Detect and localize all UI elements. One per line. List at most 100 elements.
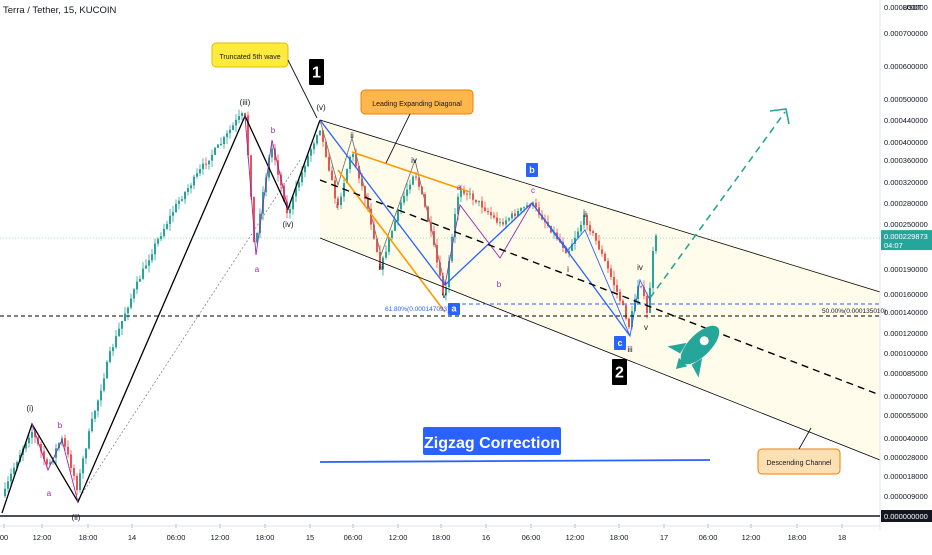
candle-body xyxy=(508,218,510,221)
wave-labels: (i)(ii)(iii)(iv)(v)ababiiiiiiivvabciiiii… xyxy=(26,42,841,522)
label-c-iv: iv xyxy=(637,263,643,272)
callout-channel-leader xyxy=(798,427,812,450)
candle-body xyxy=(271,148,273,158)
candle-body xyxy=(250,155,252,197)
projection-arrowhead xyxy=(769,108,790,125)
candle-body xyxy=(232,125,234,130)
zigzag-underline xyxy=(319,459,711,463)
callout-channel: Descending Channel xyxy=(767,460,832,467)
candle-body xyxy=(511,213,513,219)
candle-body xyxy=(352,153,354,157)
x-tick-label: 18 xyxy=(838,533,846,542)
callout-truncated-box xyxy=(211,42,289,68)
label-c-v: v xyxy=(644,323,648,332)
candle-body xyxy=(124,313,126,321)
label-c-box xyxy=(614,336,626,350)
candle-body xyxy=(400,202,402,210)
zigzag-title: Zigzag Correction xyxy=(424,435,560,452)
candle-body xyxy=(448,261,450,288)
y-tick-label: 0.000700000 xyxy=(884,29,928,38)
candle-body xyxy=(517,210,519,217)
candle-body xyxy=(505,220,507,225)
callout-diagonal-box xyxy=(360,89,474,115)
candle-body xyxy=(115,336,117,348)
candle-body xyxy=(247,115,249,156)
label-b: b xyxy=(529,165,535,175)
candle-body xyxy=(625,305,627,319)
label-diag-b: b xyxy=(497,280,502,289)
label-b-sub2: b xyxy=(271,126,276,135)
candle-body xyxy=(655,235,657,252)
candle-body xyxy=(523,207,525,209)
candle-body xyxy=(97,400,99,411)
candle-body xyxy=(418,177,420,187)
candle-body xyxy=(406,189,408,196)
x-tick-label: 18:00 xyxy=(610,533,629,542)
b-sub xyxy=(444,202,533,286)
label-1-box xyxy=(309,59,324,85)
label-v: (v) xyxy=(316,103,326,112)
candle-body xyxy=(304,166,306,173)
y-tick-label: 0.000600000 xyxy=(884,62,928,71)
label-sub-iv: iv xyxy=(411,156,417,165)
countdown-label: 04:07 xyxy=(884,241,903,250)
candle-body xyxy=(526,205,528,208)
candle-body xyxy=(364,186,366,199)
candle-body xyxy=(628,318,630,328)
candle-body xyxy=(610,268,612,277)
callout-truncated-leader xyxy=(287,59,318,119)
candle-body xyxy=(520,207,522,211)
candle-body xyxy=(10,473,12,482)
candle-body xyxy=(331,170,333,181)
candle-body xyxy=(319,130,321,136)
y-tick-label: 0.000009000 xyxy=(884,492,928,501)
candle-body xyxy=(49,462,51,465)
candle-body xyxy=(172,212,174,216)
y-tick-label: 0.000120000 xyxy=(884,329,928,338)
candle-body xyxy=(208,160,210,165)
candle-body xyxy=(7,481,9,489)
candle-body xyxy=(577,231,579,238)
currency-label: USDT xyxy=(903,5,923,12)
candle-body xyxy=(349,156,351,170)
candle-body xyxy=(214,147,216,155)
candle-body xyxy=(607,261,609,269)
candle-body xyxy=(298,182,300,188)
candle-body xyxy=(211,154,213,161)
candle-body xyxy=(229,129,231,134)
x-tick-label: 18:00 xyxy=(256,533,275,542)
candle-body xyxy=(292,196,294,210)
candle-body xyxy=(490,212,492,216)
candle-body xyxy=(34,431,36,438)
candle-body xyxy=(166,223,168,229)
x-tick-label: 18:00 xyxy=(432,533,451,542)
candle-body xyxy=(493,215,495,218)
label-a-sub: a xyxy=(47,489,52,498)
candle-body xyxy=(322,130,324,142)
candle-body xyxy=(79,473,81,491)
candle-body xyxy=(106,361,108,379)
candle-body xyxy=(256,232,258,243)
x-tick-label: 12:00 xyxy=(742,533,761,542)
candle-body xyxy=(496,217,498,223)
candle-body xyxy=(586,215,588,226)
candle-body xyxy=(565,247,567,254)
candle-body xyxy=(205,163,207,165)
label-c-ii: ii xyxy=(583,210,587,219)
label-1: 1 xyxy=(312,65,321,82)
candle-body xyxy=(472,193,474,200)
candle-body xyxy=(325,141,327,157)
y-tick-label: 0.000360000 xyxy=(884,156,928,165)
candle-body xyxy=(376,238,378,252)
label-sub-iii: iii xyxy=(378,263,384,272)
candle-body xyxy=(100,390,102,401)
candle-body xyxy=(154,243,156,255)
x-tick-label: 00 xyxy=(0,533,8,542)
candle-body xyxy=(439,262,441,276)
callout-diagonal-leader xyxy=(385,113,411,164)
y-tick-label: 0.000140000 xyxy=(884,308,928,317)
x-tick-label: 17 xyxy=(660,533,668,542)
y-tick-label: 0.000250000 xyxy=(884,220,928,229)
